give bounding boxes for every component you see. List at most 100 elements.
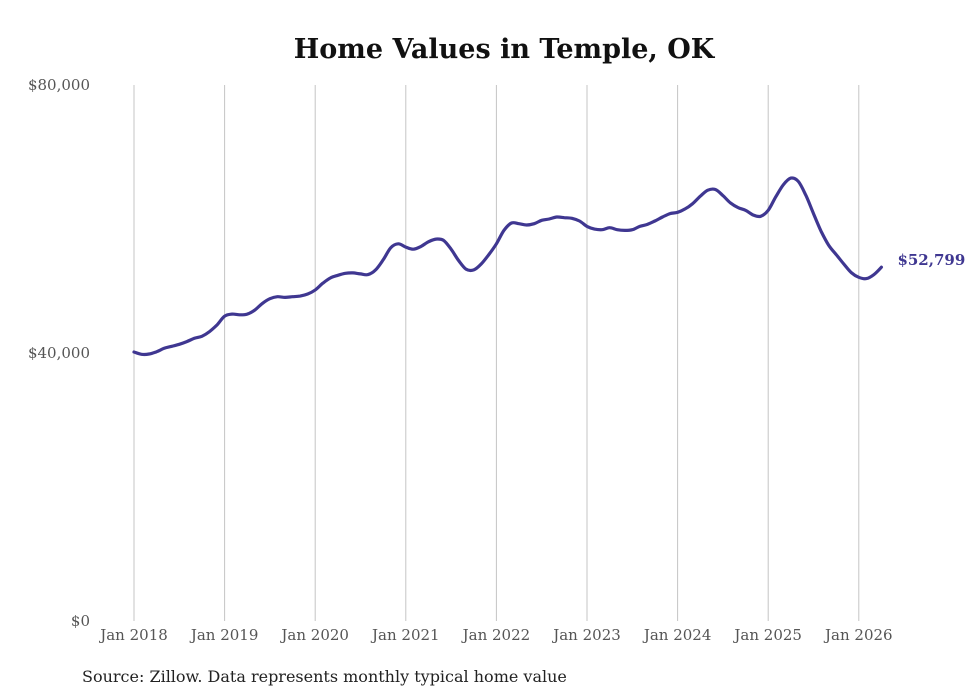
data-point bbox=[729, 201, 732, 204]
data-point bbox=[525, 224, 528, 227]
last-value-label: $52,799 bbox=[897, 251, 965, 269]
data-point bbox=[140, 353, 143, 356]
y-tick-label: $80,000 bbox=[28, 76, 90, 94]
data-point bbox=[653, 220, 656, 223]
data-point bbox=[699, 195, 702, 198]
data-point bbox=[321, 282, 324, 285]
data-point bbox=[170, 345, 173, 348]
data-point bbox=[548, 218, 551, 221]
data-point bbox=[782, 183, 785, 186]
data-point bbox=[540, 219, 543, 222]
data-point bbox=[397, 242, 400, 245]
data-point bbox=[404, 246, 407, 249]
data-point bbox=[608, 226, 611, 229]
data-point bbox=[835, 253, 838, 256]
data-point bbox=[344, 272, 347, 275]
data-point bbox=[336, 274, 339, 277]
series-layer bbox=[132, 176, 883, 357]
data-point bbox=[155, 350, 158, 353]
data-point bbox=[857, 276, 860, 279]
data-point bbox=[744, 209, 747, 212]
data-point bbox=[284, 296, 287, 299]
data-point bbox=[148, 353, 151, 356]
data-point bbox=[563, 216, 566, 219]
data-point bbox=[820, 230, 823, 233]
data-point bbox=[435, 238, 438, 241]
data-point bbox=[185, 340, 188, 343]
data-point bbox=[163, 347, 166, 350]
data-point bbox=[389, 246, 392, 249]
y-tick-label: $40,000 bbox=[28, 344, 90, 362]
data-point bbox=[208, 330, 211, 333]
data-point bbox=[669, 212, 672, 215]
data-point bbox=[774, 195, 777, 198]
data-point bbox=[359, 272, 362, 275]
y-axis-ticks: $0 $40,000 $80,000 bbox=[28, 76, 90, 630]
data-point bbox=[880, 266, 883, 269]
data-point bbox=[306, 293, 309, 296]
data-point bbox=[133, 351, 136, 354]
data-point bbox=[495, 242, 498, 245]
data-point bbox=[676, 211, 679, 214]
y-tick-label: $0 bbox=[71, 612, 90, 630]
data-point bbox=[374, 268, 377, 271]
data-point bbox=[427, 240, 430, 243]
data-point bbox=[789, 177, 792, 180]
data-point bbox=[352, 271, 355, 274]
data-point bbox=[216, 323, 219, 326]
data-point bbox=[691, 202, 694, 205]
data-point bbox=[457, 259, 460, 262]
data-point bbox=[827, 244, 830, 247]
data-point bbox=[593, 228, 596, 231]
data-point bbox=[661, 216, 664, 219]
data-point bbox=[502, 229, 505, 232]
data-point bbox=[465, 268, 468, 271]
data-point bbox=[223, 315, 226, 318]
data-point bbox=[253, 309, 256, 312]
data-point bbox=[238, 313, 241, 316]
x-tick-label: Jan 2019 bbox=[189, 626, 259, 644]
x-tick-label: Jan 2020 bbox=[279, 626, 349, 644]
x-tick-label: Jan 2026 bbox=[823, 626, 893, 644]
x-tick-label: Jan 2025 bbox=[732, 626, 802, 644]
data-point bbox=[714, 188, 717, 191]
data-point bbox=[570, 217, 573, 220]
x-tick-label: Jan 2022 bbox=[461, 626, 531, 644]
data-point bbox=[601, 228, 604, 231]
data-point bbox=[865, 277, 868, 280]
gridlines bbox=[133, 85, 860, 621]
data-point bbox=[797, 180, 800, 183]
source-note: Source: Zillow. Data represents monthly … bbox=[82, 667, 567, 686]
data-point bbox=[850, 271, 853, 274]
data-point bbox=[487, 253, 490, 256]
data-point bbox=[805, 194, 808, 197]
data-point bbox=[616, 228, 619, 231]
data-point bbox=[721, 194, 724, 197]
x-axis-ticks: Jan 2018 Jan 2019 Jan 2020 Jan 2021 Jan 2022… bbox=[98, 626, 892, 644]
data-point bbox=[706, 189, 709, 192]
data-point bbox=[329, 277, 332, 280]
data-point bbox=[268, 297, 271, 300]
data-point bbox=[480, 262, 483, 265]
data-point bbox=[586, 225, 589, 228]
series-line bbox=[132, 176, 883, 357]
x-tick-label: Jan 2021 bbox=[370, 626, 440, 644]
data-point bbox=[442, 239, 445, 242]
data-point bbox=[842, 262, 845, 265]
data-point bbox=[299, 295, 302, 298]
data-point bbox=[261, 302, 264, 305]
data-point bbox=[231, 313, 234, 316]
chart-title: Home Values in Temple, OK bbox=[294, 34, 716, 65]
data-point bbox=[767, 209, 770, 212]
data-point bbox=[412, 248, 415, 251]
data-point bbox=[382, 258, 385, 261]
x-tick-label: Jan 2018 bbox=[98, 626, 168, 644]
data-point bbox=[631, 228, 634, 231]
data-point bbox=[752, 214, 755, 217]
data-point bbox=[367, 273, 370, 276]
data-point bbox=[450, 248, 453, 251]
data-point bbox=[578, 220, 581, 223]
data-point bbox=[518, 222, 521, 225]
data-point bbox=[419, 245, 422, 248]
